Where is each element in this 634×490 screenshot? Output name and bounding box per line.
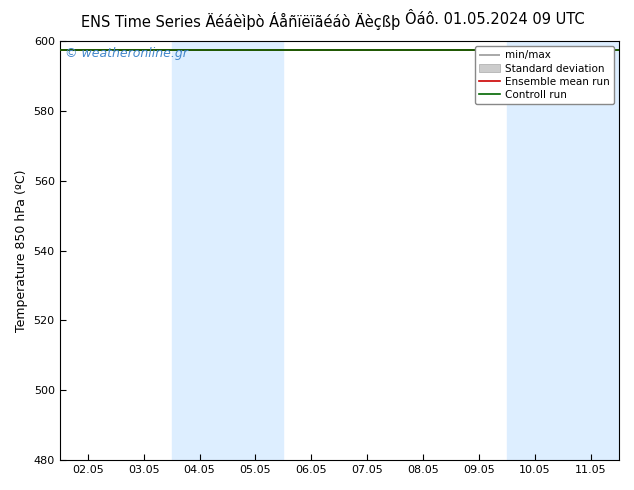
Text: © weatheronline.gr: © weatheronline.gr [65,48,188,60]
Text: ENS Time Series Äéáèìþò Áåñïëïãéáò Äèçßþ: ENS Time Series Äéáèìþò Áåñïëïãéáò Äèçßþ [81,12,401,30]
Bar [507,41,619,460]
Y-axis label: Temperature 850 hPa (ºC): Temperature 850 hPa (ºC) [15,170,28,332]
Legend: min/max, Standard deviation, Ensemble mean run, Controll run: min/max, Standard deviation, Ensemble me… [475,46,614,104]
Bar [172,41,283,460]
Text: Ôáô. 01.05.2024 09 UTC: Ôáô. 01.05.2024 09 UTC [404,12,585,27]
